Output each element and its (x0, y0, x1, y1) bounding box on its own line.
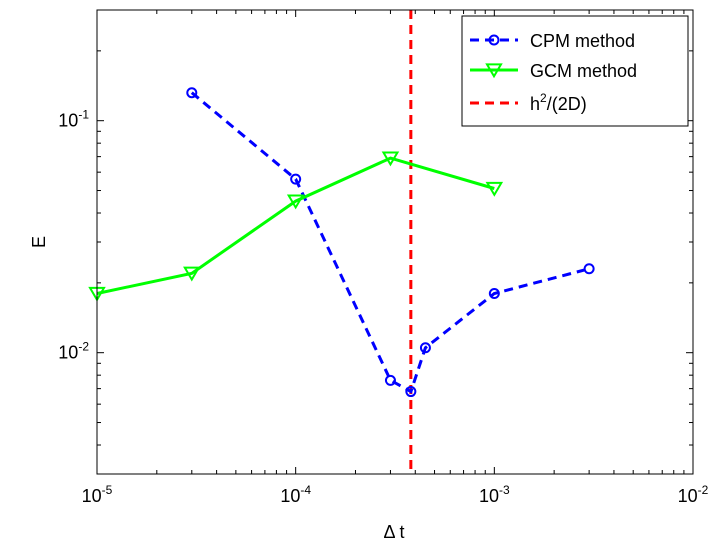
data-point-marker (286, 194, 305, 210)
y-tick-label: 10-2 (58, 340, 89, 363)
legend-label-exponent: 2 (540, 91, 547, 105)
x-tick-label-base: 10 (82, 486, 102, 506)
data-point-marker (186, 87, 198, 99)
x-tick-labels: 10-5 10-4 10-3 10-2 (82, 483, 709, 506)
data-point-marker (384, 374, 396, 386)
legend-marker (488, 34, 500, 46)
series-line (96, 156, 495, 295)
data-point-marker (485, 181, 504, 197)
x-tick-label: 10-3 (479, 483, 510, 506)
y-tick-label-exponent: -1 (78, 108, 89, 122)
data-point-marker (583, 263, 595, 275)
data-point-marker (488, 287, 500, 299)
x-tick-label-exponent: -3 (499, 483, 510, 497)
legend-marker (485, 63, 503, 79)
legend-label: h2/(2D) (530, 91, 587, 114)
data-point-marker (405, 386, 417, 398)
x-tick-label: 10-5 (82, 483, 113, 506)
legend-label-rest: /(2D) (547, 94, 587, 114)
y-tick-label: 10-1 (58, 108, 89, 131)
series-line (190, 91, 590, 394)
data-point-marker (183, 266, 201, 282)
x-tick-label-base: 10 (479, 486, 499, 506)
y-tick-label-base: 10 (58, 111, 78, 131)
x-tick-label: 10-4 (280, 483, 311, 506)
x-tick-label: 10-2 (678, 483, 709, 506)
x-axis-label: Δ t (383, 522, 404, 542)
legend: CPM method GCM method h2/(2D) (461, 15, 689, 127)
x-tick-label-exponent: -5 (102, 483, 113, 497)
series-layer (88, 10, 595, 474)
data-point-marker (381, 151, 400, 167)
data-point-marker (290, 173, 302, 185)
x-tick-label-exponent: -4 (300, 483, 311, 497)
series-1 (186, 87, 595, 398)
y-tick-label-exponent: -2 (78, 340, 89, 354)
y-axis-label: E (29, 236, 49, 248)
y-tick-label-base: 10 (58, 343, 78, 363)
x-tick-label-exponent: -2 (698, 483, 709, 497)
x-tick-label-base: 10 (678, 486, 698, 506)
data-point-marker (419, 342, 431, 354)
legend-label: CPM method (530, 31, 635, 51)
y-tick-labels: 10-210-1 (58, 108, 89, 363)
x-tick-label-base: 10 (280, 486, 300, 506)
legend-items: CPM method GCM method h2/(2D) (470, 31, 637, 114)
plot-frame (96, 9, 694, 475)
legend-label-base: h (530, 94, 540, 114)
legend-label: GCM method (530, 61, 637, 81)
